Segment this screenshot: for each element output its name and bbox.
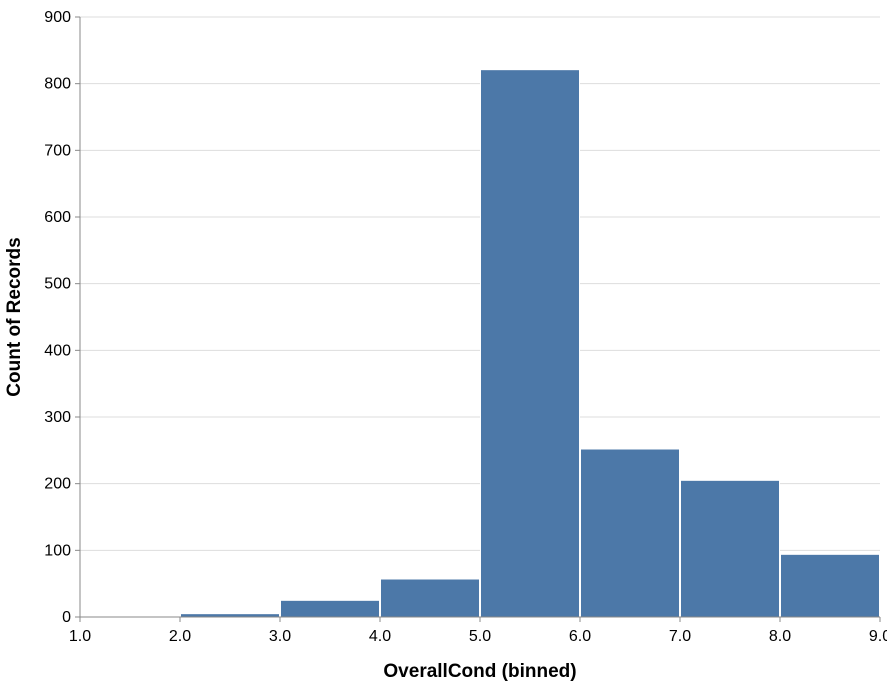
y-tick-label: 600 <box>44 209 71 226</box>
histogram-bar <box>680 479 780 618</box>
x-tick-label: 5.0 <box>469 628 491 645</box>
histogram-bar <box>580 448 680 618</box>
x-tick-label: 1.0 <box>69 628 91 645</box>
y-tick-label: 700 <box>44 142 71 159</box>
x-tick-label: 6.0 <box>569 628 591 645</box>
y-tick-label: 500 <box>44 276 71 293</box>
x-tick-label: 3.0 <box>269 628 291 645</box>
x-tick-label: 9.0 <box>869 628 887 645</box>
y-axis: 0 100 200 300 400 500 600 700 800 900 <box>44 9 81 626</box>
histogram-bar <box>280 599 380 618</box>
x-tick-label: 4.0 <box>369 628 391 645</box>
bars <box>80 69 880 618</box>
histogram-bar <box>480 69 580 618</box>
x-axis-title: OverallCond (binned) <box>383 661 576 682</box>
y-tick-label: 800 <box>44 76 71 93</box>
y-tick-label: 0 <box>62 609 71 626</box>
x-tick-label: 8.0 <box>769 628 791 645</box>
x-tick-label: 7.0 <box>669 628 691 645</box>
y-axis-title: Count of Records <box>4 237 25 396</box>
y-tick-label: 300 <box>44 409 71 426</box>
y-tick-label: 400 <box>44 342 71 359</box>
histogram-bar <box>780 553 880 618</box>
y-tick-label: 900 <box>44 9 71 26</box>
x-axis: 1.0 2.0 3.0 4.0 5.0 6.0 7.0 8.0 9.0 <box>69 616 887 645</box>
histogram-bar <box>380 578 480 618</box>
x-tick-label: 2.0 <box>169 628 191 645</box>
y-tick-label: 100 <box>44 542 71 559</box>
y-tick-label: 200 <box>44 476 71 493</box>
